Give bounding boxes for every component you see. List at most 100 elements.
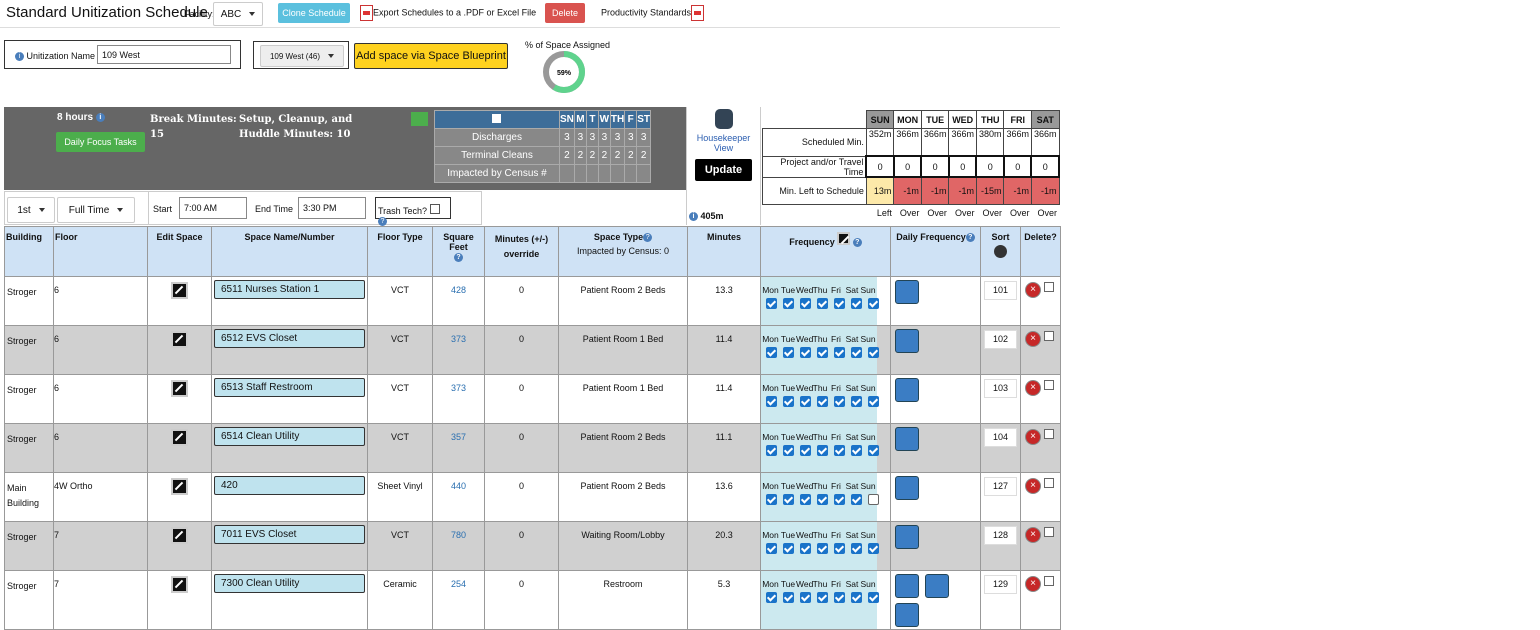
daily-slot[interactable] bbox=[895, 280, 919, 304]
freq-checkbox[interactable] bbox=[851, 298, 862, 309]
space-name[interactable]: 6512 EVS Closet bbox=[214, 329, 365, 348]
freq-checkbox[interactable] bbox=[783, 396, 794, 407]
sort-input[interactable]: 128 bbox=[984, 526, 1017, 545]
focus-button[interactable]: Daily Focus Tasks bbox=[56, 132, 145, 152]
freq-checkbox[interactable] bbox=[800, 543, 811, 554]
freq-checkbox[interactable] bbox=[868, 592, 879, 603]
delete-checkbox[interactable] bbox=[1044, 527, 1054, 537]
delete-icon[interactable]: × bbox=[1025, 429, 1041, 445]
shift-select[interactable]: 1st bbox=[7, 197, 55, 223]
sort-input[interactable]: 102 bbox=[984, 330, 1017, 349]
delete-icon[interactable]: × bbox=[1025, 478, 1041, 494]
delete-checkbox[interactable] bbox=[1044, 429, 1054, 439]
sort-input[interactable]: 101 bbox=[984, 281, 1017, 300]
freq-checkbox[interactable] bbox=[868, 445, 879, 456]
export-link[interactable]: Export Schedules to a .PDF or Excel File bbox=[360, 5, 536, 21]
freq-checkbox[interactable] bbox=[800, 298, 811, 309]
freq-checkbox[interactable] bbox=[766, 494, 777, 505]
unitization-select[interactable]: 109 West (46) bbox=[260, 45, 344, 67]
freq-checkbox[interactable] bbox=[851, 347, 862, 358]
delete-checkbox[interactable] bbox=[1044, 331, 1054, 341]
space-name[interactable]: 6511 Nurses Station 1 bbox=[214, 280, 365, 299]
freq-checkbox[interactable] bbox=[783, 592, 794, 603]
edit-button[interactable] bbox=[171, 478, 188, 495]
facility-select[interactable]: ABC bbox=[213, 2, 263, 26]
freq-checkbox[interactable] bbox=[817, 298, 828, 309]
add-space-button[interactable]: Add space via Space Blueprint bbox=[354, 43, 508, 69]
start-input[interactable]: 7:00 AM bbox=[179, 197, 247, 219]
freq-checkbox[interactable] bbox=[783, 298, 794, 309]
sort-input[interactable]: 103 bbox=[984, 379, 1017, 398]
freq-checkbox[interactable] bbox=[766, 298, 777, 309]
end-input[interactable]: 3:30 PM bbox=[298, 197, 366, 219]
delete-icon[interactable]: × bbox=[1025, 282, 1041, 298]
freq-checkbox[interactable] bbox=[834, 445, 845, 456]
daily-slot[interactable] bbox=[925, 574, 949, 598]
edit-button[interactable] bbox=[171, 282, 188, 299]
productivity-link[interactable]: Productivity Standards bbox=[601, 5, 705, 21]
freq-checkbox[interactable] bbox=[800, 445, 811, 456]
delete-checkbox[interactable] bbox=[1044, 282, 1054, 292]
space-name[interactable]: 6514 Clean Utility bbox=[214, 427, 365, 446]
freq-checkbox[interactable] bbox=[851, 494, 862, 505]
delete-icon[interactable]: × bbox=[1025, 331, 1041, 347]
edit-button[interactable] bbox=[171, 331, 188, 348]
freq-checkbox[interactable] bbox=[766, 347, 777, 358]
freq-checkbox[interactable] bbox=[834, 592, 845, 603]
freq-checkbox[interactable] bbox=[817, 396, 828, 407]
freq-checkbox[interactable] bbox=[800, 347, 811, 358]
freq-checkbox[interactable] bbox=[868, 347, 879, 358]
space-name[interactable]: 420 bbox=[214, 476, 365, 495]
unitization-input[interactable]: 109 West bbox=[97, 45, 231, 64]
update-button[interactable]: Update bbox=[695, 159, 752, 181]
delete-icon[interactable]: × bbox=[1025, 576, 1041, 592]
freq-checkbox[interactable] bbox=[766, 396, 777, 407]
freq-checkbox[interactable] bbox=[817, 494, 828, 505]
delete-icon[interactable]: × bbox=[1025, 527, 1041, 543]
space-name[interactable]: 7300 Clean Utility bbox=[214, 574, 365, 593]
sort-input[interactable]: 127 bbox=[984, 477, 1017, 496]
delete-checkbox[interactable] bbox=[1044, 380, 1054, 390]
freq-checkbox[interactable] bbox=[834, 494, 845, 505]
freq-checkbox[interactable] bbox=[851, 543, 862, 554]
freq-checkbox[interactable] bbox=[868, 543, 879, 554]
freq-checkbox[interactable] bbox=[851, 396, 862, 407]
housekeeper-link[interactable]: Housekeeper View bbox=[696, 133, 751, 153]
type-select[interactable]: Full Time bbox=[57, 197, 135, 223]
daily-slot[interactable] bbox=[895, 525, 919, 549]
freq-checkbox[interactable] bbox=[817, 543, 828, 554]
sort-input[interactable]: 104 bbox=[984, 428, 1017, 447]
freq-checkbox[interactable] bbox=[834, 396, 845, 407]
edit-button[interactable] bbox=[171, 429, 188, 446]
daily-slot[interactable] bbox=[895, 378, 919, 402]
freq-checkbox[interactable] bbox=[868, 494, 879, 505]
freq-checkbox[interactable] bbox=[783, 494, 794, 505]
freq-checkbox[interactable] bbox=[851, 445, 862, 456]
freq-checkbox[interactable] bbox=[817, 347, 828, 358]
daily-slot[interactable] bbox=[895, 574, 919, 598]
daily-slot[interactable] bbox=[895, 603, 919, 627]
daily-slot[interactable] bbox=[895, 476, 919, 500]
freq-checkbox[interactable] bbox=[817, 592, 828, 603]
daily-slot[interactable] bbox=[895, 427, 919, 451]
freq-checkbox[interactable] bbox=[851, 592, 862, 603]
daily-slot[interactable] bbox=[895, 329, 919, 353]
freq-checkbox[interactable] bbox=[834, 298, 845, 309]
freq-checkbox[interactable] bbox=[868, 298, 879, 309]
freq-checkbox[interactable] bbox=[766, 592, 777, 603]
clone-button[interactable]: Clone Schedule bbox=[278, 3, 350, 23]
freq-checkbox[interactable] bbox=[766, 543, 777, 554]
freq-checkbox[interactable] bbox=[783, 445, 794, 456]
freq-checkbox[interactable] bbox=[834, 347, 845, 358]
delete-icon[interactable]: × bbox=[1025, 380, 1041, 396]
delete-checkbox[interactable] bbox=[1044, 478, 1054, 488]
freq-checkbox[interactable] bbox=[834, 543, 845, 554]
delete-checkbox[interactable] bbox=[1044, 576, 1054, 586]
freq-checkbox[interactable] bbox=[783, 543, 794, 554]
freq-checkbox[interactable] bbox=[800, 592, 811, 603]
freq-checkbox[interactable] bbox=[817, 445, 828, 456]
freq-checkbox[interactable] bbox=[783, 347, 794, 358]
space-name[interactable]: 6513 Staff Restroom bbox=[214, 378, 365, 397]
sort-input[interactable]: 129 bbox=[984, 575, 1017, 594]
edit-button[interactable] bbox=[171, 380, 188, 397]
